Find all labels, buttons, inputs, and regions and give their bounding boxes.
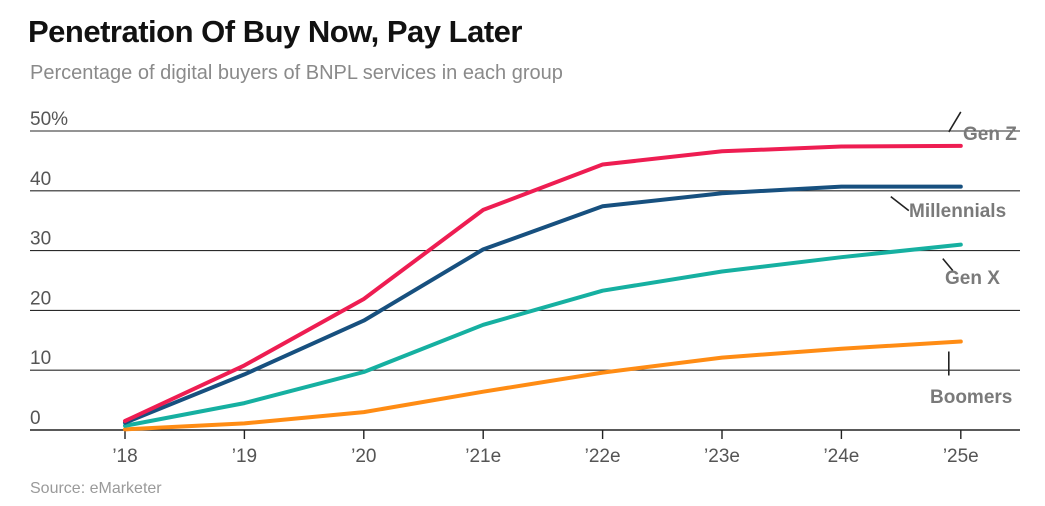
y-tick-label: 50% xyxy=(30,109,68,130)
y-tick-labels: 0 10 20 30 40 50% xyxy=(30,109,68,429)
x-tick-label: ’24e xyxy=(823,446,859,467)
callout-line-gen-z xyxy=(948,111,962,133)
callout-line-gen-x xyxy=(942,258,954,272)
series-label-gen-x: Gen X xyxy=(945,268,1000,289)
series-labels: Gen Z Millennials Gen X Boomers xyxy=(890,111,1017,408)
x-tick-label: ’18 xyxy=(112,446,137,467)
series-line-boomers xyxy=(123,339,963,432)
y-tick-label: 30 xyxy=(30,229,51,250)
x-tick-labels: ’18 ’19 ’20 ’21e ’22e ’23e ’24e ’25e xyxy=(112,430,979,467)
series-line-gen-x xyxy=(123,242,963,428)
source-note: Source: eMarketer xyxy=(30,480,162,497)
series-label-millennials: Millennials xyxy=(909,201,1006,222)
x-tick-label: ’19 xyxy=(232,446,257,467)
series-label-boomers: Boomers xyxy=(930,387,1012,408)
y-tick-label: 0 xyxy=(30,408,41,429)
series-line-gen-z xyxy=(123,143,963,423)
x-tick-label: ’23e xyxy=(704,446,740,467)
x-tick-label: ’20 xyxy=(351,446,376,467)
x-tick-label: ’21e xyxy=(465,446,501,467)
grid-lines xyxy=(30,130,1020,431)
y-tick-label: 40 xyxy=(30,169,51,190)
callout-line-millennials xyxy=(890,195,910,212)
series-label-gen-z: Gen Z xyxy=(963,124,1017,145)
x-tick-label: ’25e xyxy=(943,446,979,467)
chart-title: Penetration Of Buy Now, Pay Later xyxy=(28,14,522,49)
x-tick-label: ’22e xyxy=(585,446,621,467)
y-tick-label: 20 xyxy=(30,288,51,309)
chart-subtitle: Percentage of digital buyers of BNPL ser… xyxy=(30,62,563,84)
y-tick-label: 10 xyxy=(30,348,51,369)
series-lines xyxy=(123,143,963,432)
series-line-millennials xyxy=(123,184,963,425)
